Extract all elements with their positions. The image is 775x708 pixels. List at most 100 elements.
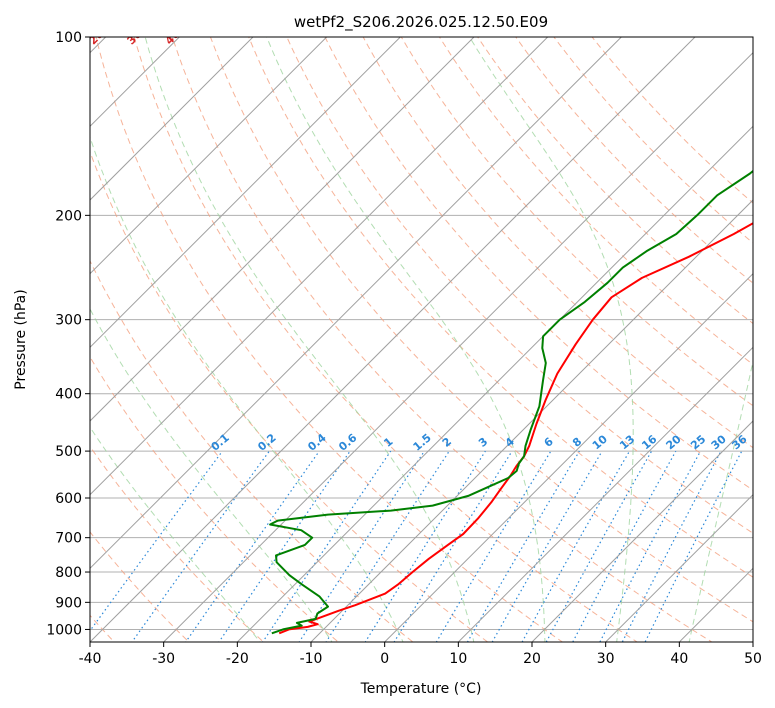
x-tick-label: 0 (380, 651, 389, 667)
isotherm-line (310, 199, 753, 642)
mixing-ratio-line (90, 450, 223, 632)
mixing-ratio-label: 3 (476, 435, 490, 450)
mixing-ratio-line (325, 450, 450, 642)
dry-adiabat-line (553, 37, 753, 244)
dry-adiabat-line (324, 37, 753, 491)
mixing-ratio-label: 1 (381, 435, 395, 450)
dry-adiabat-line (90, 356, 340, 642)
dry-adiabat-line (362, 37, 753, 449)
dry-adiabat-line (95, 37, 564, 642)
isotherm-line (384, 272, 753, 642)
x-tick-label: -30 (152, 651, 175, 667)
background-lines (90, 37, 753, 642)
plot-frame (89, 36, 754, 643)
dry-adiabat-line (171, 37, 713, 642)
y-axis-label: Pressure (hPa) (13, 289, 29, 389)
mixing-ratio-line (521, 450, 631, 642)
mixing-ratio-label: 36 (730, 432, 750, 452)
temperature-profile-line (278, 222, 753, 635)
mixing-ratio-label: 16 (639, 432, 659, 452)
isotherm-line (605, 493, 753, 642)
x-tick-label: -20 (226, 651, 249, 667)
x-tick-label: 40 (670, 651, 688, 667)
y-tick-label: 500 (55, 444, 82, 460)
y-tick-label: 600 (55, 491, 82, 507)
y-tick-label: 900 (55, 595, 82, 611)
mixing-ratio-line (466, 450, 580, 642)
dry-adiabat-line (591, 37, 753, 204)
mixing-ratio-label: 1.5 (411, 431, 434, 453)
y-tick-label: 300 (55, 313, 82, 329)
x-axis-ticks: -40 -30 -20 -10 0 10 20 30 40 50 (79, 642, 762, 667)
dry-adiabat-line (286, 37, 753, 534)
dry-adiabat-line (133, 37, 638, 642)
moist-adiabat-line (688, 358, 753, 642)
mixing-ratio-line (435, 450, 552, 642)
mixing-ratio-label: 0.1 (209, 431, 232, 453)
mixing-ratio-line (491, 450, 603, 642)
chart-title: wetPf2_S206.2026.025.12.50.E09 (294, 13, 548, 32)
mixing-ratio-line (393, 450, 513, 642)
y-tick-label: 200 (55, 208, 82, 224)
isotherm-line (90, 37, 622, 570)
dry-adiabat-line (438, 37, 753, 366)
dewpoint-profile-line (269, 169, 753, 635)
x-tick-label: 10 (449, 651, 467, 667)
isotherm-line (236, 125, 753, 642)
dry-adiabat-line (400, 37, 753, 407)
mixing-ratio-label: 25 (688, 432, 708, 452)
y-tick-label: 100 (55, 30, 82, 46)
profile-series (269, 169, 753, 635)
dry-adiabat-line (209, 37, 753, 623)
mixing-ratio-label: 0.4 (305, 431, 329, 454)
mixing-ratio-label: 0.2 (255, 431, 278, 453)
mixing-ratio-line (545, 450, 653, 642)
dry-adiabat-label: 30 (125, 27, 145, 47)
moist-adiabat-line (144, 37, 475, 642)
dry-adiabat-label: 40 (163, 27, 183, 47)
isotherm-line (90, 37, 475, 422)
isotherm-line (678, 567, 753, 642)
mixing-ratio-line (364, 450, 486, 642)
x-tick-label: 30 (597, 651, 615, 667)
isotherm-line (457, 346, 753, 642)
isotherm-line (90, 37, 328, 275)
y-tick-label: 1000 (46, 622, 82, 638)
x-axis-label: Temperature (°C) (360, 681, 482, 697)
dry-adiabat-line (477, 37, 753, 325)
isotherm-line (531, 420, 753, 642)
dry-adiabat-line (515, 37, 753, 284)
dry-adiabat-label: 20 (86, 27, 106, 47)
isotherm-line (90, 37, 401, 349)
mixing-ratio-label: 10 (590, 432, 610, 452)
moist-adiabat-line (90, 308, 333, 642)
mixing-ratio-line (262, 450, 392, 642)
isotherm-line (90, 37, 254, 201)
y-tick-label: 700 (55, 531, 82, 547)
y-tick-label: 800 (55, 565, 82, 581)
dry-adiabat-line (90, 259, 414, 642)
mixing-ratio-label: 2 (440, 435, 454, 450)
isotherm-line (90, 37, 696, 642)
moist-adiabat-line (469, 37, 634, 642)
mixing-ratio-line (184, 450, 320, 642)
dry-adiabat-label: 0 (13, 30, 28, 45)
mixing-ratio-label: 0.6 (336, 431, 360, 454)
mixing-ratio-label: 30 (709, 432, 729, 452)
mixing-ratio-label: 20 (664, 432, 684, 452)
moist-adiabat-line (90, 135, 404, 642)
mixing-ratio-line (621, 450, 722, 642)
x-tick-label: 20 (523, 651, 541, 667)
x-tick-label: -40 (79, 651, 102, 667)
moist-adiabat-line (90, 426, 261, 642)
dry-adiabat-line (248, 37, 753, 578)
moist-adiabat-line (266, 37, 546, 642)
mixing-ratio-line (298, 450, 425, 642)
x-tick-label: -10 (300, 651, 323, 667)
y-tick-label: 400 (55, 387, 82, 403)
x-tick-label: 50 (744, 651, 762, 667)
mixing-ratio-line (644, 450, 743, 642)
isotherm-line (90, 37, 549, 496)
y-axis-ticks: 100 200 300 400 500 600 700 800 900 1000 (46, 30, 90, 638)
